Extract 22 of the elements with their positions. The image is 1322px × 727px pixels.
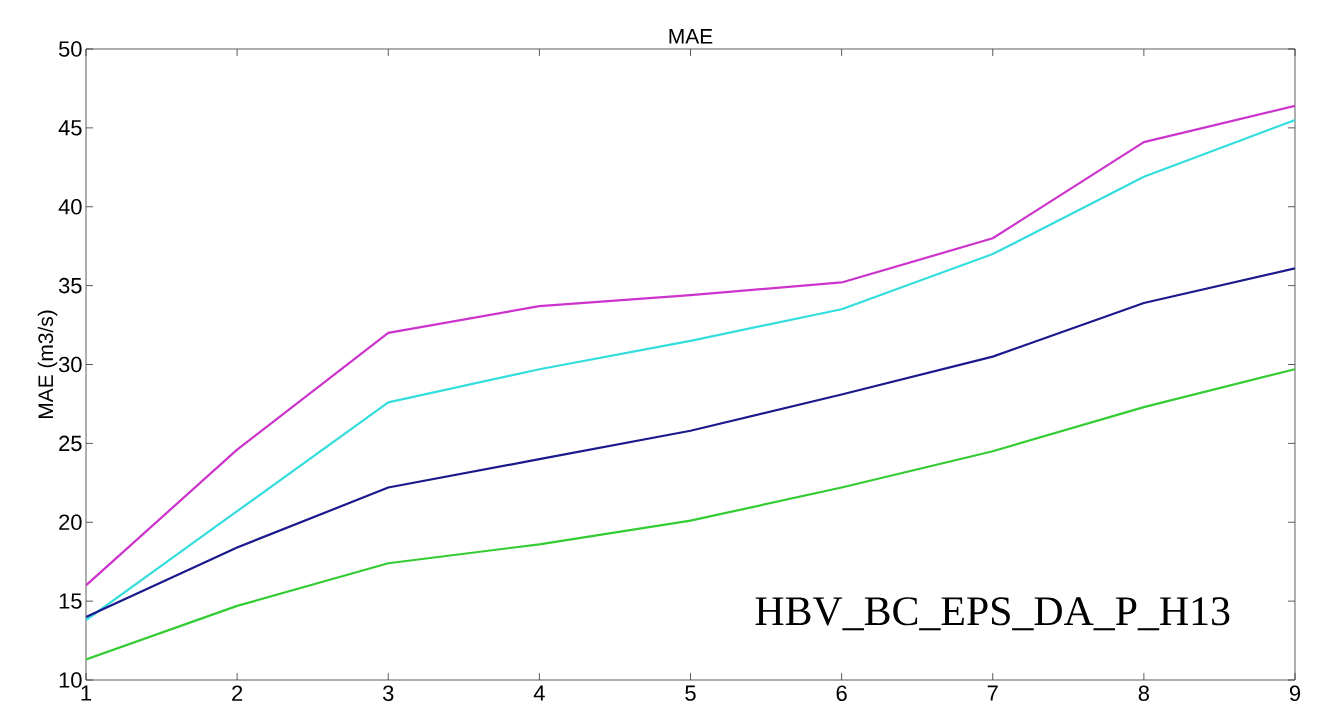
y-tick-label: 45 [58,120,82,136]
x-tick-label: 5 [685,685,696,701]
y-tick-label: 35 [58,277,82,294]
chart-title: MAE [669,29,713,44]
x-tick-label: 2 [232,685,243,701]
x-tick-label: 4 [533,685,545,701]
y-tick-label: 30 [58,356,82,373]
y-tick-label: 25 [59,435,82,452]
annotation: HBV_BC_EPS_DA_P_H13 [755,597,1230,631]
x-tick-label: 3 [382,685,394,702]
y-tick-label: 50 [58,41,82,57]
y-axis-title: MAE (m3/s) [37,310,58,418]
x-tick-label: 9 [1289,685,1301,702]
y-tick-label: 10 [59,672,82,688]
x-tick-label: 7 [987,685,998,701]
x-tick-label: 1 [81,685,92,701]
y-tick-label: 20 [59,514,82,531]
y-tick-label: 15 [59,593,82,609]
y-tick-label: 40 [58,198,82,215]
x-tick-label: 8 [1138,685,1149,702]
x-tick-label: 6 [836,685,847,702]
line-series [86,368,1295,661]
